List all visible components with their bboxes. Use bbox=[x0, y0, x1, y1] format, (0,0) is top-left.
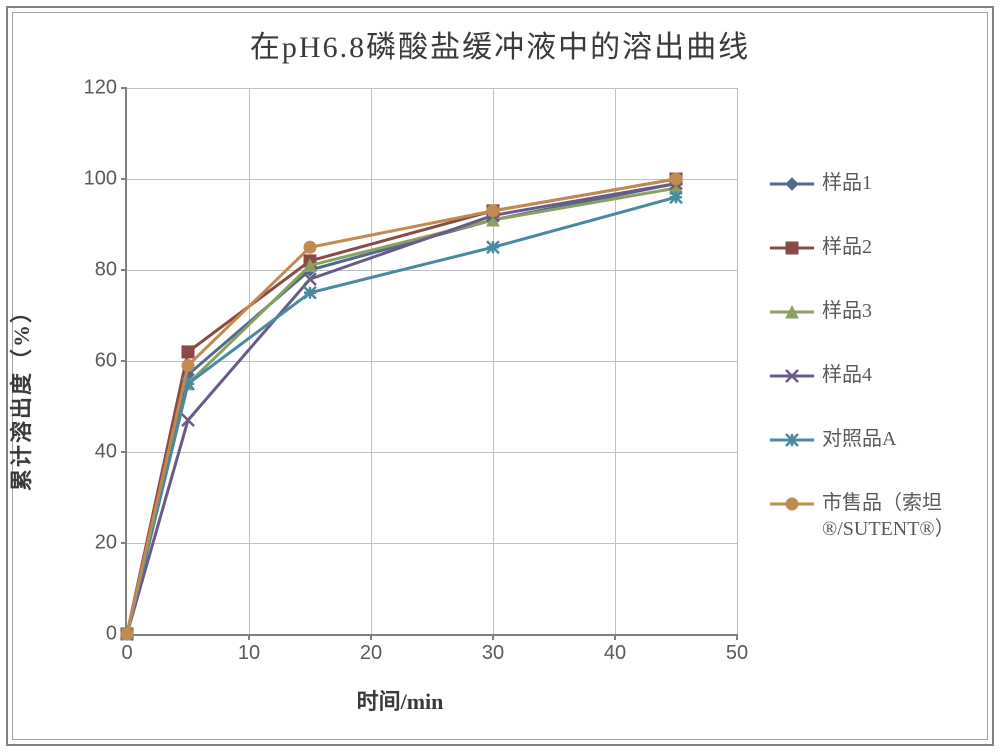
series-line bbox=[127, 184, 676, 634]
series-marker bbox=[487, 205, 499, 217]
ytick-label: 80 bbox=[95, 259, 127, 282]
xtick-label: 50 bbox=[726, 634, 748, 665]
series-marker bbox=[182, 346, 194, 358]
ytick-label: 60 bbox=[95, 350, 127, 373]
legend: 样品1 样品2 样品3 样品4 对照品A 市售品（索坦®/SUTENT®） bbox=[770, 170, 970, 580]
legend-label: 市售品（索坦®/SUTENT®） bbox=[822, 490, 970, 542]
series-line bbox=[127, 197, 676, 634]
chart: 累计溶出度（%） 02040608010012001020304050 时间/m… bbox=[30, 76, 970, 714]
legend-entry: 样品3 bbox=[770, 298, 970, 324]
series-marker bbox=[304, 287, 316, 299]
series-marker bbox=[304, 241, 316, 253]
xtick-label: 10 bbox=[238, 634, 260, 665]
legend-label: 对照品A bbox=[822, 426, 896, 452]
ytick-label: 20 bbox=[95, 532, 127, 555]
xtick-label: 20 bbox=[360, 634, 382, 665]
xtick-label: 40 bbox=[604, 634, 626, 665]
gridline-v bbox=[737, 88, 738, 634]
legend-entry: 样品2 bbox=[770, 234, 970, 260]
ytick-label: 120 bbox=[84, 77, 127, 100]
legend-entry: 对照品A bbox=[770, 426, 970, 452]
series-line bbox=[127, 188, 676, 634]
plot-area: 02040608010012001020304050 bbox=[125, 88, 737, 636]
legend-entry: 样品4 bbox=[770, 362, 970, 388]
legend-label: 样品4 bbox=[822, 362, 872, 388]
legend-label: 样品3 bbox=[822, 298, 872, 324]
series-marker bbox=[121, 628, 133, 640]
legend-swatch bbox=[770, 430, 814, 450]
series-line bbox=[127, 184, 676, 634]
legend-entry: 样品1 bbox=[770, 170, 970, 196]
legend-swatch bbox=[770, 366, 814, 386]
series-marker bbox=[182, 360, 194, 372]
ytick-label: 100 bbox=[84, 168, 127, 191]
legend-swatch bbox=[770, 238, 814, 258]
x-axis-label: 时间/min bbox=[30, 684, 770, 716]
legend-label: 样品1 bbox=[822, 170, 872, 196]
series-marker bbox=[487, 241, 499, 253]
series-marker bbox=[670, 191, 682, 203]
legend-swatch bbox=[770, 494, 814, 514]
ytick-label: 40 bbox=[95, 441, 127, 464]
series-marker bbox=[670, 173, 682, 185]
y-axis-label: 累计溶出度（%） bbox=[4, 299, 36, 491]
series-layer bbox=[127, 88, 737, 634]
legend-entry: 市售品（索坦®/SUTENT®） bbox=[770, 490, 970, 542]
chart-title: 在pH6.8磷酸盐缓冲液中的溶出曲线 bbox=[0, 22, 1000, 66]
legend-swatch bbox=[770, 174, 814, 194]
legend-label: 样品2 bbox=[822, 234, 872, 260]
legend-swatch bbox=[770, 302, 814, 322]
xtick-label: 30 bbox=[482, 634, 504, 665]
